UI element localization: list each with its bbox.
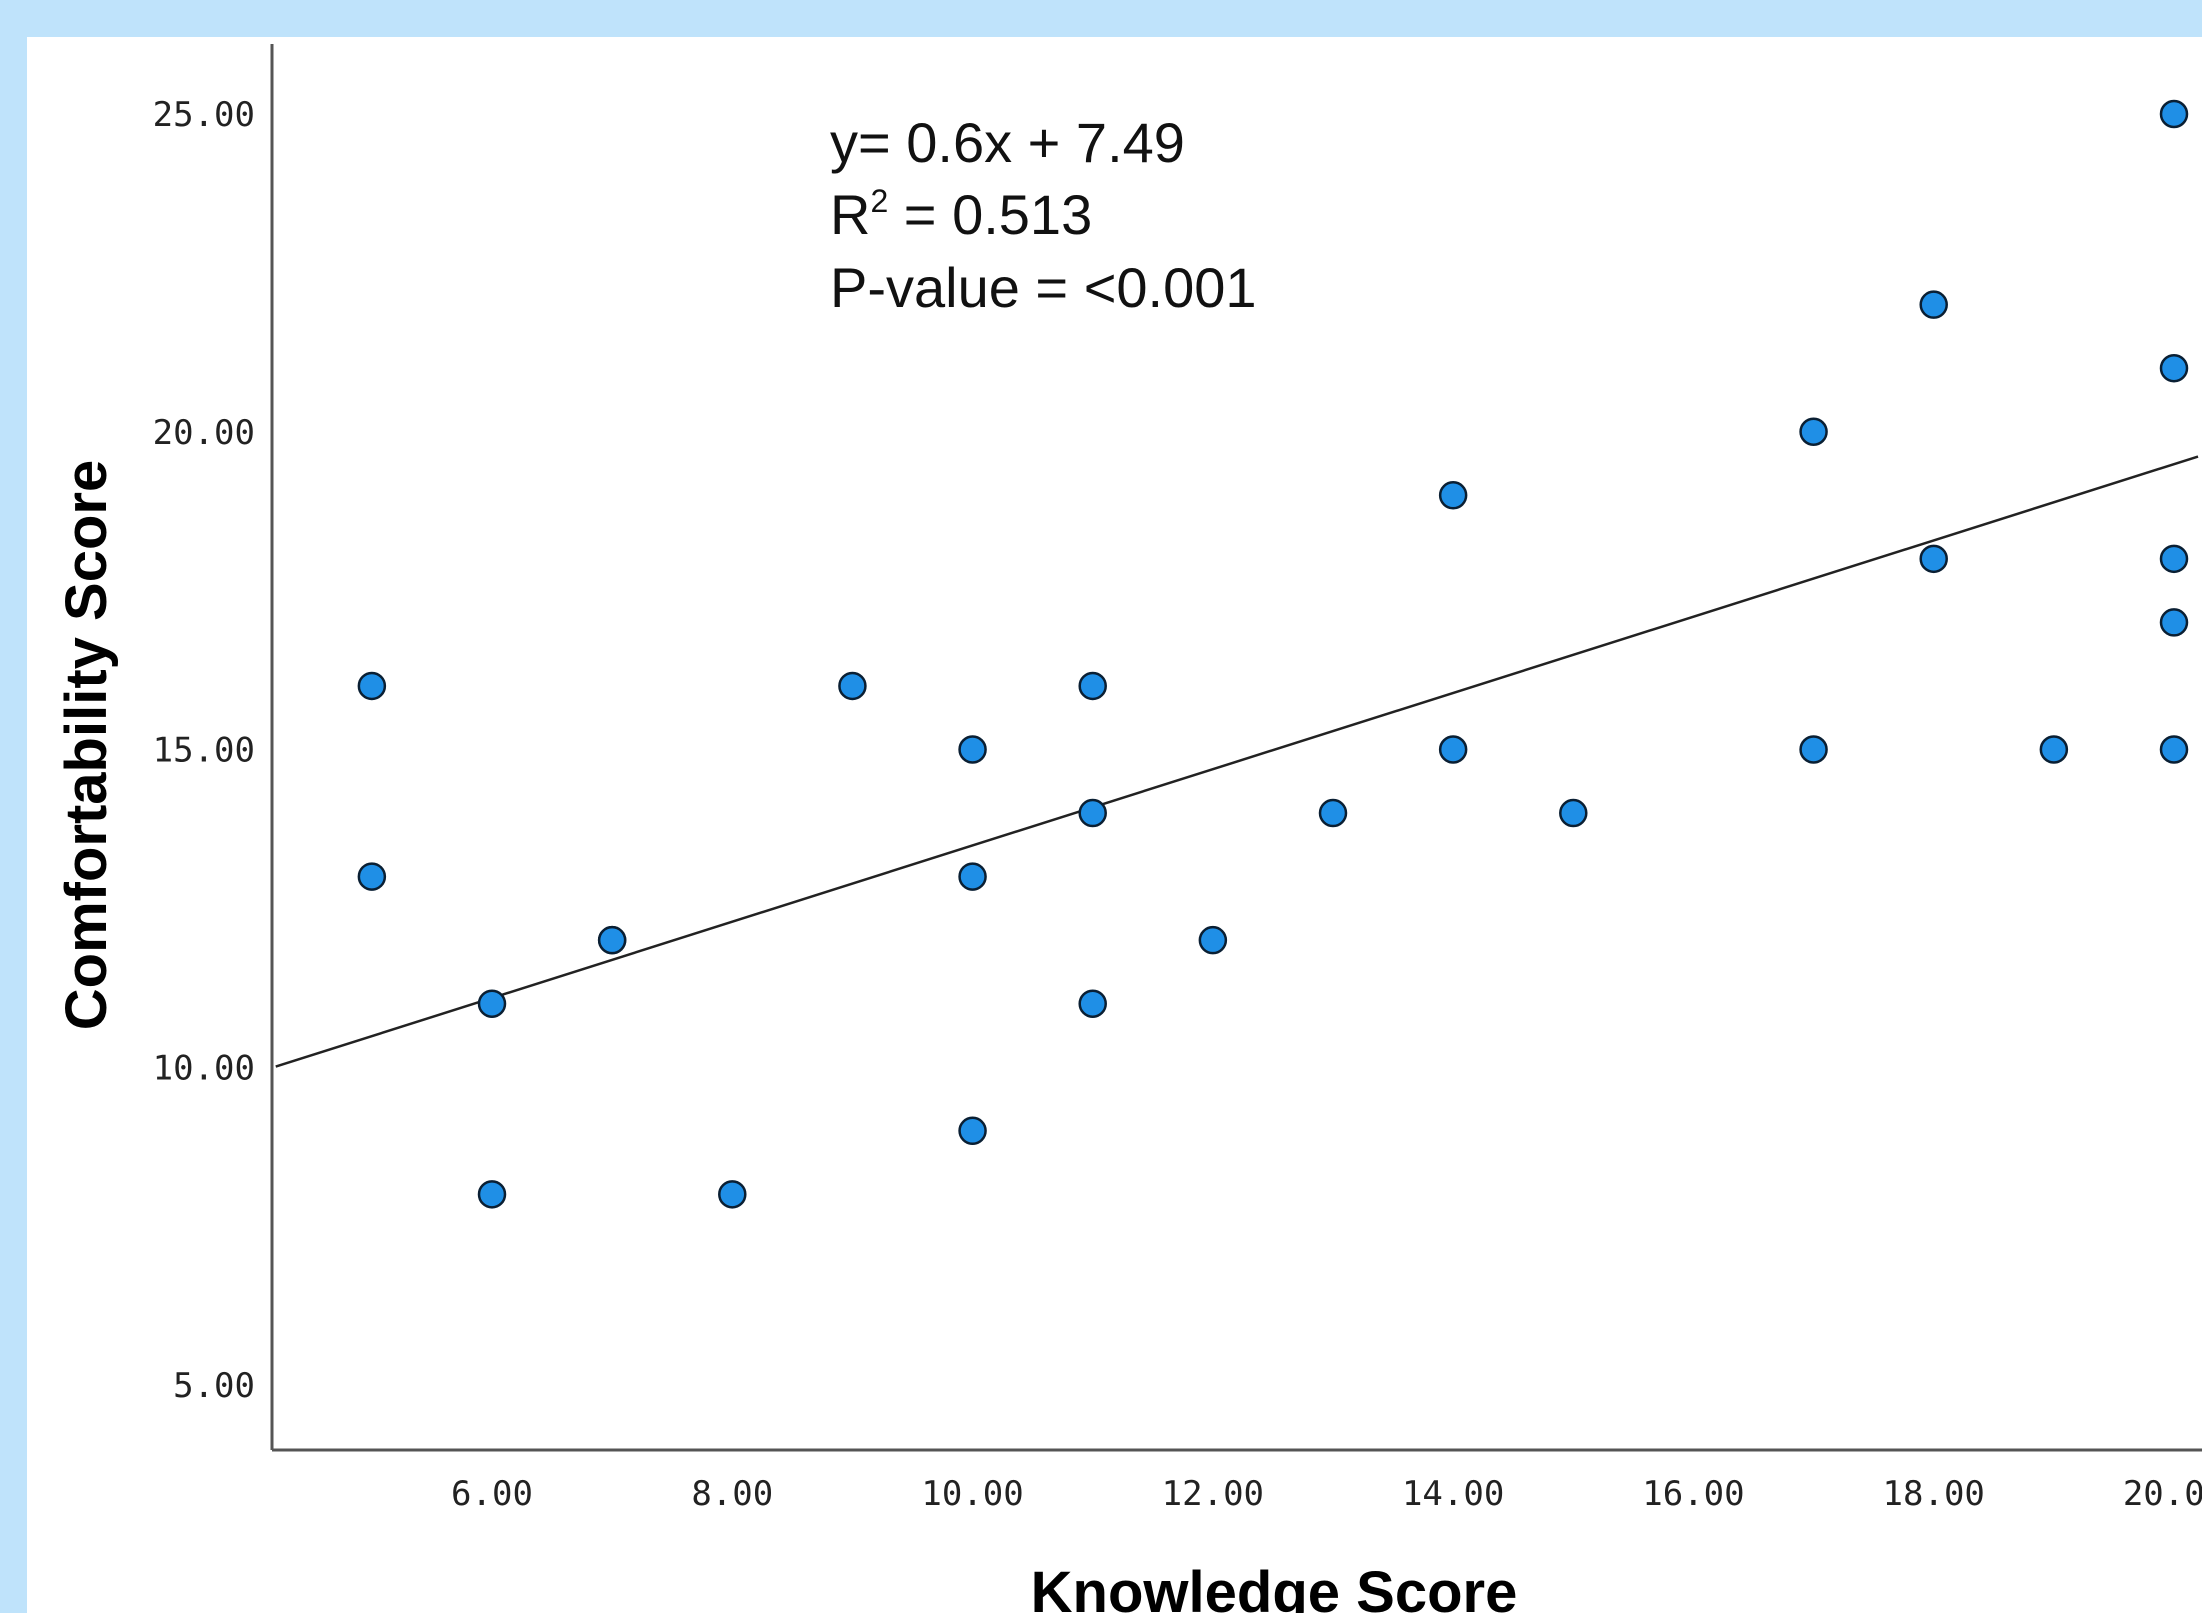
data-points <box>357 99 2189 1209</box>
y-axis-title: Comfortability Score <box>54 460 119 1030</box>
regression-equation: y= 0.6x + 7.49 <box>830 111 1185 174</box>
data-point <box>2159 544 2189 574</box>
data-point <box>1078 671 1107 701</box>
data-point <box>1078 989 1107 1018</box>
x-axis-ticks: 6.00 8.00 10.00 12.00 14.00 16.00 18.00 20.00 <box>451 1474 2202 1514</box>
data-point <box>838 671 867 701</box>
data-point <box>477 989 507 1018</box>
y-tick-label: 5.00 <box>173 1366 255 1406</box>
data-point <box>1919 290 1948 319</box>
x-tick-label: 20.00 <box>2123 1474 2202 1514</box>
data-point <box>597 925 627 955</box>
data-point <box>958 735 987 764</box>
data-point <box>477 1180 507 1209</box>
data-point <box>2039 735 2069 764</box>
axes <box>270 44 2202 1452</box>
x-tick-label: 14.00 <box>1402 1474 1504 1514</box>
x-tick-label: 8.00 <box>691 1474 773 1514</box>
r-squared-superscript: 2 <box>870 183 888 219</box>
y-tick-label: 20.00 <box>153 413 255 453</box>
x-tick-label: 16.00 <box>1642 1474 1744 1514</box>
regression-line-group <box>275 455 2199 1068</box>
data-point <box>2159 99 2189 129</box>
data-point <box>2159 353 2189 383</box>
data-point <box>357 671 387 701</box>
data-point <box>1799 417 1828 446</box>
data-point <box>1318 798 1348 828</box>
data-point <box>1919 544 1948 574</box>
data-point <box>1078 798 1107 828</box>
data-point <box>958 862 987 891</box>
y-axis-ticks: 5.00 10.00 15.00 20.00 25.00 <box>153 95 255 1406</box>
data-point <box>1438 735 1468 764</box>
data-point <box>1559 798 1588 828</box>
p-value-annotation: P-value = <0.001 <box>830 256 1257 319</box>
data-point <box>2159 735 2189 764</box>
data-point <box>958 1116 987 1146</box>
x-tick-label: 18.00 <box>1883 1474 1985 1514</box>
x-tick-label: 6.00 <box>451 1474 533 1514</box>
data-point <box>357 862 387 891</box>
x-axis-title: Knowledge Score <box>1031 1560 1518 1613</box>
regression-line <box>275 455 2199 1068</box>
r-squared-annotation: R2 = 0.513 <box>830 183 1092 246</box>
r-squared-prefix: R <box>830 183 870 246</box>
x-tick-label: 12.00 <box>1162 1474 1264 1514</box>
data-point <box>1198 925 1228 955</box>
y-tick-label: 10.00 <box>153 1048 255 1088</box>
data-point <box>1438 481 1468 510</box>
data-point <box>1799 735 1828 764</box>
data-point <box>2159 608 2189 637</box>
y-tick-label: 25.00 <box>153 95 255 135</box>
r-squared-value: = 0.513 <box>888 183 1092 246</box>
data-point <box>718 1180 747 1209</box>
x-tick-label: 10.00 <box>921 1474 1023 1514</box>
plot-panel <box>27 37 2202 1613</box>
y-tick-label: 15.00 <box>153 731 255 771</box>
